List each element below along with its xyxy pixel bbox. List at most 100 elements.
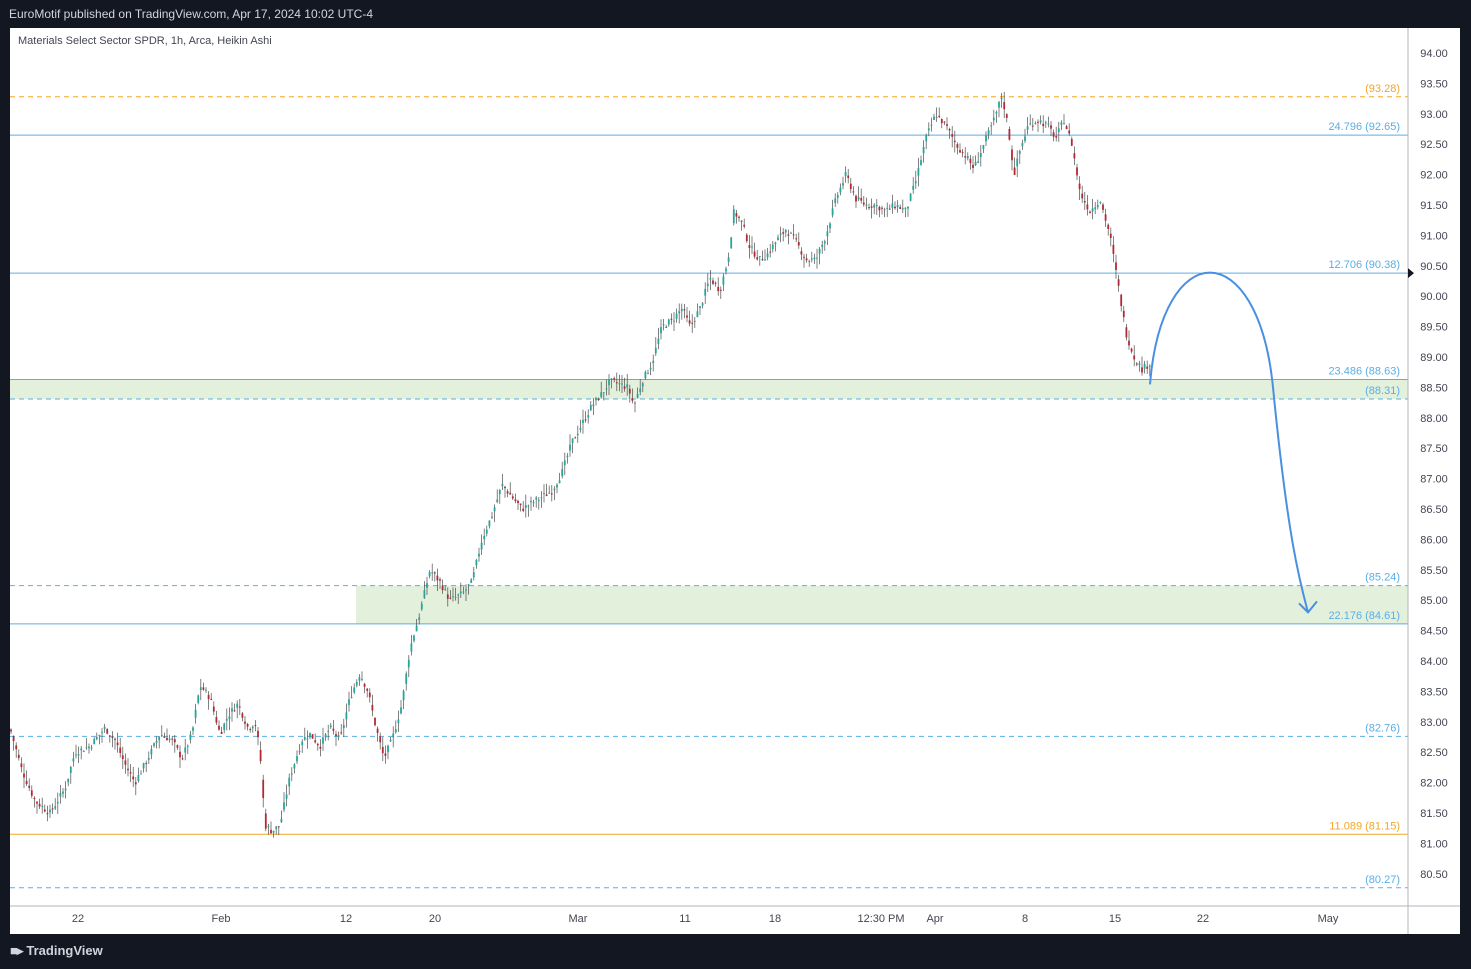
candle-body <box>197 695 200 703</box>
chart-area[interactable]: (93.28) 24.796 (92.65) 12.706 (90.38) 23.48… <box>10 28 1460 934</box>
candle-body <box>1057 128 1060 132</box>
candle-body <box>205 689 207 691</box>
candle-body <box>257 730 259 738</box>
candle-body <box>693 320 696 322</box>
candle-body <box>449 597 452 599</box>
x-tick-label: 12 <box>340 913 352 925</box>
candle-body <box>777 237 779 241</box>
candle-body <box>127 768 129 771</box>
candle-body <box>553 488 556 491</box>
candle-body <box>93 738 96 745</box>
candle-body <box>969 158 972 164</box>
candle-body <box>392 733 395 738</box>
candle-body <box>1107 224 1110 229</box>
level-label: (85.24) <box>1365 572 1400 584</box>
candle-body <box>397 719 400 724</box>
candle-body <box>722 276 725 285</box>
candle-body <box>405 673 408 684</box>
candle-body <box>943 121 946 123</box>
level-label: (88.31) <box>1365 385 1400 397</box>
candle-body <box>319 746 322 749</box>
candle-body <box>433 572 436 574</box>
candle-body <box>670 318 673 320</box>
candle-body <box>1063 123 1065 125</box>
candle-body <box>116 742 119 746</box>
candle-body <box>1068 130 1071 134</box>
candle-body <box>771 244 774 250</box>
candle-body <box>545 494 548 497</box>
candle-body <box>784 230 787 233</box>
candle-body <box>140 773 142 775</box>
candle-body <box>121 755 124 760</box>
candle-body <box>1135 363 1138 365</box>
candle-body <box>1076 167 1078 176</box>
candle-body <box>875 204 878 207</box>
candle-body <box>436 575 439 581</box>
candle-body <box>95 736 98 740</box>
candle-body <box>831 208 834 216</box>
candle-body <box>420 603 423 610</box>
candle-body <box>168 738 171 741</box>
candle-body <box>761 259 764 261</box>
candle-body <box>998 102 1000 108</box>
candle-body <box>608 379 610 386</box>
candle-body <box>298 750 301 753</box>
candle-body <box>64 788 67 791</box>
candle-body <box>584 419 587 421</box>
projection-arrow <box>1149 271 1309 613</box>
candle-body <box>189 734 192 740</box>
x-tick-label: Apr <box>926 913 943 925</box>
candle-body <box>254 725 257 727</box>
candle-body <box>259 749 262 762</box>
candle-body <box>38 803 41 807</box>
candle-body <box>202 687 205 690</box>
candle-body <box>662 324 665 326</box>
candle-body <box>881 207 883 209</box>
candle-body <box>605 388 608 390</box>
tradingview-brand[interactable]: ■▸ TradingView <box>10 943 103 959</box>
candle-body <box>311 734 314 739</box>
candle-body <box>1109 233 1112 238</box>
candle-body <box>293 764 296 769</box>
candle-body <box>823 241 826 244</box>
candle-body <box>774 242 777 245</box>
candle-body <box>82 751 85 753</box>
candle-body <box>909 193 912 201</box>
candle-body <box>400 707 402 714</box>
candle-body <box>852 191 855 193</box>
candle-body <box>899 207 902 209</box>
candle-body <box>368 692 371 698</box>
candle-body <box>212 706 215 712</box>
candle-body <box>704 289 707 296</box>
candle-body <box>1050 125 1052 129</box>
candle-body <box>90 747 93 749</box>
candle-body <box>485 529 488 534</box>
y-tick-label: 94.00 <box>1420 48 1448 60</box>
candle-body <box>10 729 12 732</box>
y-tick-label: 93.50 <box>1420 78 1448 90</box>
candle-body <box>285 794 288 799</box>
candle-body <box>654 347 657 354</box>
candle-body <box>342 724 345 729</box>
candle-body <box>667 319 670 325</box>
price-chart[interactable]: (93.28) 24.796 (92.65) 12.706 (90.38) 23.48… <box>10 28 1460 934</box>
candle-body <box>306 738 309 740</box>
candle-body <box>290 773 293 775</box>
candle-body <box>745 234 748 242</box>
candle-body <box>145 763 148 765</box>
candle-body <box>233 710 236 712</box>
candle-body <box>610 378 613 380</box>
level-label: (93.28) <box>1365 83 1400 95</box>
candle-body <box>1122 310 1125 318</box>
candle-body <box>870 206 873 208</box>
candle-body <box>1070 138 1073 146</box>
candle-body <box>407 659 410 668</box>
candle-body <box>813 257 816 260</box>
candle-body <box>467 584 470 586</box>
candle-body <box>1044 122 1047 124</box>
candle-body <box>75 754 77 756</box>
candle-body <box>1003 102 1006 110</box>
candle-body <box>1143 363 1146 369</box>
candle-body <box>267 826 270 828</box>
candle-body <box>498 489 501 495</box>
